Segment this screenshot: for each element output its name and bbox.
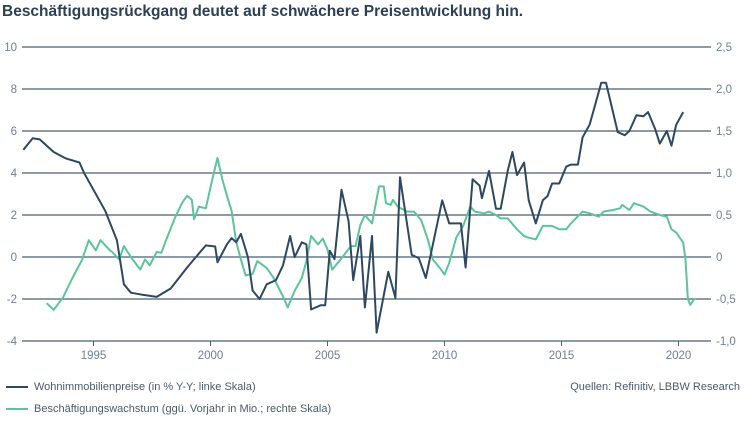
x-tick-label: 2020 — [666, 350, 692, 362]
y-tick-left: 4 — [11, 168, 18, 180]
x-tick-label: 2015 — [549, 350, 575, 362]
y-tick-left: 10 — [4, 42, 17, 54]
x-tick-label: 2005 — [315, 350, 341, 362]
legend-label-employment: Beschäftigungswachstum (ggü. Vorjahr in … — [34, 403, 332, 415]
chart-title: Beschäftigungsrückgang deutet auf schwäc… — [2, 3, 524, 20]
y-tick-right: 0 — [716, 252, 722, 264]
legend-swatch-price — [6, 386, 28, 388]
legend-item-employment: Beschäftigungswachstum (ggü. Vorjahr in … — [6, 403, 331, 415]
legend-label-price: Wohnimmobilienpreise (in % Y-Y; linke Sk… — [34, 381, 256, 393]
series-line-price — [22, 81, 685, 334]
y-tick-left: 0 — [11, 252, 17, 264]
x-tick-label: 1995 — [81, 350, 107, 362]
x-tick-label: 2010 — [432, 350, 458, 362]
y-tick-right: -0,5 — [716, 294, 736, 306]
y-tick-left: -2 — [7, 294, 17, 306]
source-note: Quellen: Refinitiv, LBBW Research — [570, 381, 740, 393]
y-tick-left: 8 — [11, 84, 17, 96]
y-tick-right: 1,0 — [716, 168, 732, 180]
y-tick-right: -1,0 — [716, 336, 736, 348]
y-tick-right: 2,0 — [716, 84, 732, 96]
y-tick-left: 2 — [11, 210, 17, 222]
y-tick-right: 2,5 — [716, 42, 732, 54]
y-tick-left: 6 — [11, 126, 17, 138]
y-tick-right: 1,5 — [716, 126, 732, 138]
x-tick-label: 2000 — [198, 350, 224, 362]
y-tick-left: -4 — [7, 336, 18, 348]
legend-swatch-employment — [6, 408, 28, 410]
series-line-employment — [46, 156, 696, 311]
y-tick-right: 0,5 — [716, 210, 732, 222]
legend-item-price: Wohnimmobilienpreise (in % Y-Y; linke Sk… — [6, 381, 256, 393]
